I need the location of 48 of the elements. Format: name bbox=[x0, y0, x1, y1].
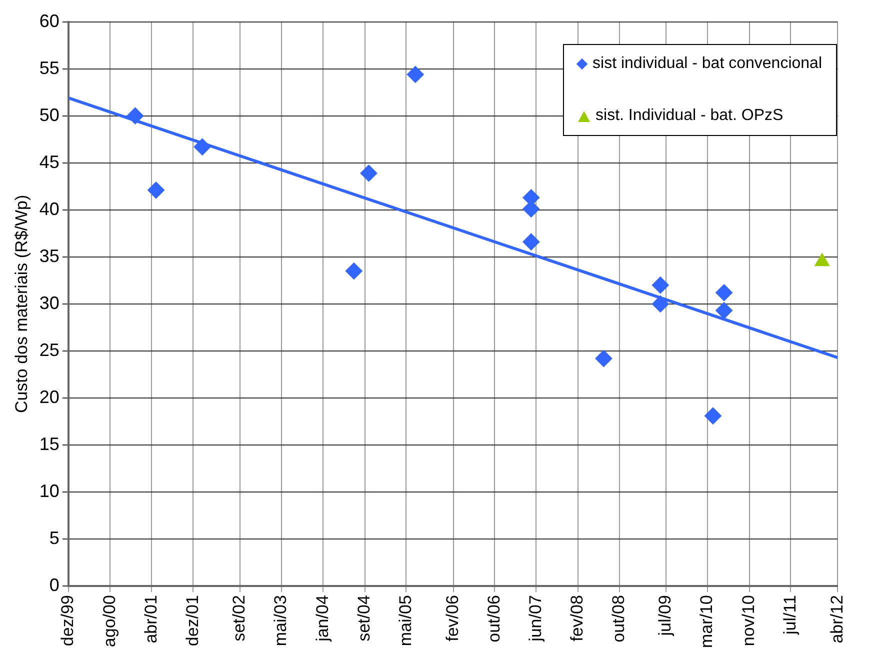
x-tick-label: fev/06 bbox=[442, 595, 462, 642]
y-tick-label: 5 bbox=[49, 528, 60, 548]
point bbox=[652, 276, 669, 294]
x-tick-label: set/02 bbox=[230, 595, 249, 642]
point bbox=[360, 164, 378, 182]
x-tick-label: jul/09 bbox=[656, 595, 675, 637]
legend-label: sist. Individual - bat. OPzS bbox=[596, 107, 784, 125]
y-tick-label: 25 bbox=[39, 340, 60, 360]
x-tick-label: jul/11 bbox=[780, 595, 800, 636]
y-tick-label: 60 bbox=[39, 10, 60, 31]
point bbox=[148, 182, 165, 199]
x-tick-label: fev/08 bbox=[568, 595, 587, 642]
point bbox=[522, 233, 540, 250]
y-tick-label: 40 bbox=[39, 198, 60, 219]
point bbox=[716, 302, 733, 320]
y-tick-label: 15 bbox=[39, 434, 60, 454]
point bbox=[194, 138, 211, 156]
x-tick-label: jan/04 bbox=[312, 595, 332, 642]
x-tick-label: out/06 bbox=[484, 595, 504, 642]
y-tick-label: 10 bbox=[39, 481, 60, 502]
point bbox=[406, 66, 424, 83]
y-tick-label: 35 bbox=[39, 246, 60, 266]
x-tick-label: jun/07 bbox=[526, 595, 545, 642]
y-tick-label: 30 bbox=[39, 292, 60, 313]
point bbox=[595, 350, 612, 367]
x-tick-label: mai/05 bbox=[396, 595, 415, 646]
y-tick-label: 55 bbox=[39, 58, 60, 78]
point bbox=[345, 262, 362, 280]
x-tick-label: set/04 bbox=[354, 595, 374, 642]
legend-label: sist individual - bat convencional bbox=[592, 55, 822, 73]
x-tick-label: out/08 bbox=[609, 595, 628, 642]
point bbox=[716, 284, 733, 302]
y-tick-label: 45 bbox=[39, 152, 60, 172]
y-tick-label: 20 bbox=[39, 386, 60, 407]
x-tick-label: nov/10 bbox=[739, 595, 758, 646]
x-tick-label: abr/12 bbox=[827, 595, 846, 644]
y-axis-title: Custo dos materiais (R$/Wp) bbox=[12, 194, 31, 414]
x-tick-label: abr/01 bbox=[141, 595, 160, 644]
x-tick-label: dez/01 bbox=[182, 595, 202, 646]
y-tick-label: 50 bbox=[39, 104, 60, 125]
x-tick-label: mai/03 bbox=[271, 595, 290, 646]
point bbox=[652, 295, 669, 312]
point bbox=[126, 107, 144, 124]
x-tick-label: mar/10 bbox=[697, 595, 716, 648]
x-tick-label: dez/99 bbox=[58, 595, 78, 646]
point bbox=[704, 407, 722, 424]
y-tick-label: 0 bbox=[49, 575, 60, 596]
x-tick-label: ago/00 bbox=[100, 595, 119, 648]
